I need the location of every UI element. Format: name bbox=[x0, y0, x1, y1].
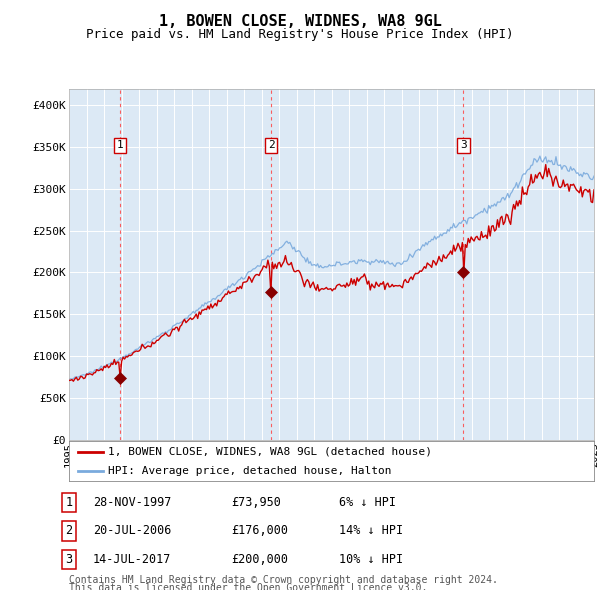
Text: 6% ↓ HPI: 6% ↓ HPI bbox=[339, 496, 396, 509]
Text: This data is licensed under the Open Government Licence v3.0.: This data is licensed under the Open Gov… bbox=[69, 583, 427, 590]
Text: £73,950: £73,950 bbox=[231, 496, 281, 509]
Text: 14-JUL-2017: 14-JUL-2017 bbox=[93, 553, 172, 566]
Text: 10% ↓ HPI: 10% ↓ HPI bbox=[339, 553, 403, 566]
Text: 2: 2 bbox=[65, 525, 73, 537]
Text: 28-NOV-1997: 28-NOV-1997 bbox=[93, 496, 172, 509]
Text: 1: 1 bbox=[65, 496, 73, 509]
Text: 2: 2 bbox=[268, 140, 275, 150]
Text: £200,000: £200,000 bbox=[231, 553, 288, 566]
Text: 1, BOWEN CLOSE, WIDNES, WA8 9GL (detached house): 1, BOWEN CLOSE, WIDNES, WA8 9GL (detache… bbox=[109, 447, 433, 457]
Text: HPI: Average price, detached house, Halton: HPI: Average price, detached house, Halt… bbox=[109, 466, 392, 476]
Text: Price paid vs. HM Land Registry's House Price Index (HPI): Price paid vs. HM Land Registry's House … bbox=[86, 28, 514, 41]
Text: 1: 1 bbox=[116, 140, 123, 150]
Text: 3: 3 bbox=[65, 553, 73, 566]
Text: 20-JUL-2006: 20-JUL-2006 bbox=[93, 525, 172, 537]
Text: 1, BOWEN CLOSE, WIDNES, WA8 9GL: 1, BOWEN CLOSE, WIDNES, WA8 9GL bbox=[158, 14, 442, 30]
Text: 3: 3 bbox=[460, 140, 467, 150]
Text: Contains HM Land Registry data © Crown copyright and database right 2024.: Contains HM Land Registry data © Crown c… bbox=[69, 575, 498, 585]
Text: £176,000: £176,000 bbox=[231, 525, 288, 537]
Text: 14% ↓ HPI: 14% ↓ HPI bbox=[339, 525, 403, 537]
